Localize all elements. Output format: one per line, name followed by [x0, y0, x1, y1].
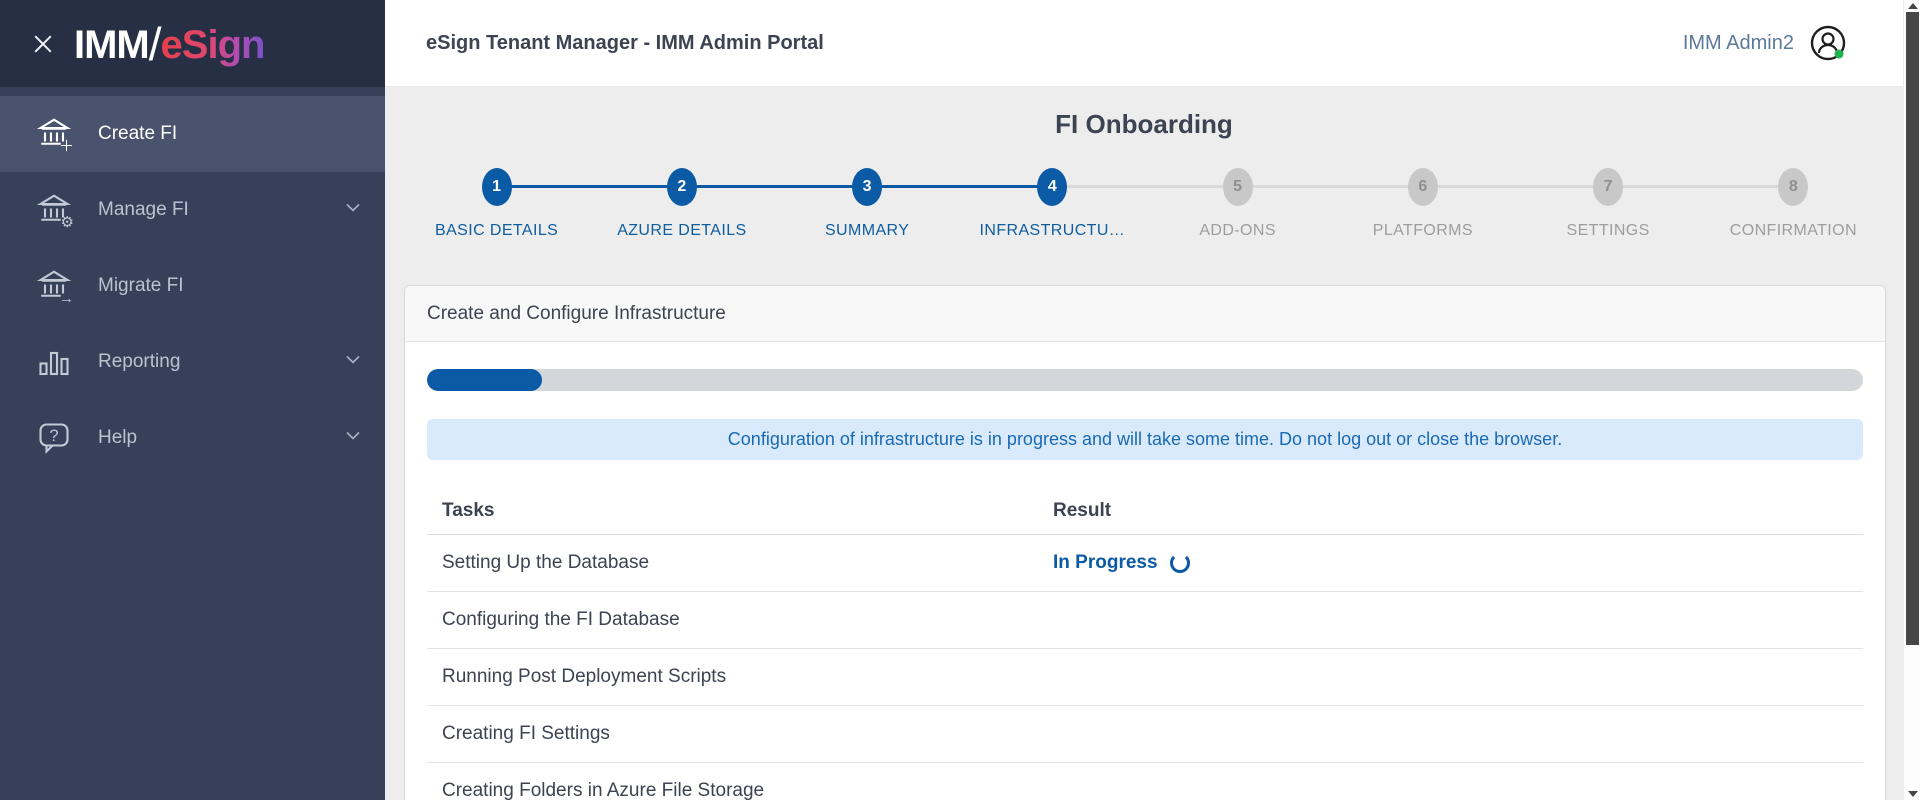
- step-label: CONFIRMATION: [1729, 222, 1857, 239]
- online-status-dot: [1834, 49, 1844, 59]
- gear-glyph: ⚙: [60, 214, 74, 231]
- step-label: ADD-ONS: [1199, 222, 1276, 239]
- arrow-right-glyph: →: [59, 290, 74, 307]
- table-row: Creating Folders in Azure File Storage: [427, 763, 1863, 800]
- sidebar-item-label: Migrate FI: [98, 275, 184, 296]
- step-infrastructure[interactable]: 4 INFRASTRUCTU…: [960, 168, 1145, 240]
- step-number: 6: [1407, 168, 1438, 206]
- step-label: SETTINGS: [1566, 222, 1650, 239]
- step-add-ons[interactable]: 5 ADD-ONS: [1145, 168, 1330, 240]
- table-row: Configuring the FI Database: [427, 592, 1863, 649]
- plus-glyph: ＋: [58, 138, 74, 155]
- step-settings[interactable]: 7 SETTINGS: [1516, 168, 1701, 240]
- task-name: Setting Up the Database: [442, 552, 650, 573]
- sidebar-item-label: Manage FI: [98, 199, 189, 220]
- task-result: In Progress: [1053, 552, 1158, 573]
- sidebar-item-label: Reporting: [98, 351, 181, 372]
- scrollbar-thumb[interactable]: [1906, 12, 1919, 645]
- onboarding-stepper: 1 BASIC DETAILS 2 AZURE DETAILS 3 SUMMAR…: [404, 168, 1886, 258]
- step-number: 7: [1593, 168, 1624, 206]
- task-table-header: Tasks Result: [427, 460, 1863, 535]
- close-menu-icon[interactable]: [30, 31, 56, 57]
- sidebar: IMM/eSign ＋ Create FI ⚙ Manage FI: [0, 0, 385, 800]
- step-label: INFRASTRUCTU…: [979, 222, 1126, 239]
- stepper-connector-completed: [496, 185, 1053, 188]
- step-azure-details[interactable]: 2 AZURE DETAILS: [589, 168, 774, 240]
- main-content: FI Onboarding 1 BASIC DETAILS 2 AZURE DE…: [385, 87, 1903, 800]
- infrastructure-card: Create and Configure Infrastructure Conf…: [404, 285, 1886, 800]
- page-title: FI Onboarding: [1055, 109, 1233, 139]
- column-result: Result: [1053, 500, 1112, 521]
- sidebar-nav: ＋ Create FI ⚙ Manage FI: [0, 96, 385, 476]
- chevron-down-icon: [341, 348, 365, 377]
- bank-gear-icon: ⚙: [36, 192, 74, 231]
- user-name: IMM Admin2: [1682, 31, 1794, 54]
- card-title: Create and Configure Infrastructure: [405, 286, 1885, 342]
- svg-text:?: ?: [49, 427, 58, 445]
- bar-chart-icon: [36, 344, 72, 380]
- logo-imm-text: IMM: [74, 22, 150, 67]
- step-basic-details[interactable]: 1 BASIC DETAILS: [404, 168, 589, 240]
- column-tasks: Tasks: [442, 500, 495, 521]
- sidebar-logo-bar: IMM/eSign: [0, 0, 385, 87]
- sidebar-item-help[interactable]: ? Help: [0, 400, 385, 476]
- user-avatar-icon[interactable]: [1808, 23, 1848, 63]
- sidebar-item-reporting[interactable]: Reporting: [0, 324, 385, 400]
- info-alert: Configuration of infrastructure is in pr…: [427, 419, 1863, 460]
- app-logo: IMM/eSign: [74, 17, 266, 71]
- step-label: PLATFORMS: [1372, 222, 1473, 239]
- step-label: SUMMARY: [824, 222, 910, 239]
- table-row: Running Post Deployment Scripts: [427, 649, 1863, 706]
- step-platforms[interactable]: 6 PLATFORMS: [1330, 168, 1515, 240]
- vertical-scrollbar[interactable]: [1903, 0, 1920, 800]
- step-number: 4: [1037, 168, 1068, 206]
- task-name: Running Post Deployment Scripts: [442, 666, 727, 687]
- portal-title: eSign Tenant Manager - IMM Admin Portal: [426, 31, 824, 54]
- step-summary[interactable]: 3 SUMMARY: [775, 168, 960, 240]
- step-label: AZURE DETAILS: [617, 222, 747, 239]
- scroll-down-arrow-icon[interactable]: [1908, 791, 1918, 797]
- task-name: Creating Folders in Azure File Storage: [442, 780, 765, 800]
- logo-esign-text: eSign: [160, 22, 266, 67]
- bank-arrow-icon: →: [36, 268, 74, 307]
- bank-plus-icon: ＋: [36, 116, 74, 155]
- table-row: Creating FI Settings: [427, 706, 1863, 763]
- sidebar-item-manage-fi[interactable]: ⚙ Manage FI: [0, 172, 385, 248]
- spinner-icon: [1169, 553, 1190, 573]
- top-header: eSign Tenant Manager - IMM Admin Portal …: [385, 0, 1903, 87]
- progress-bar: [427, 369, 1863, 391]
- sidebar-item-create-fi[interactable]: ＋ Create FI: [0, 96, 385, 172]
- scroll-up-arrow-icon[interactable]: [1908, 3, 1918, 9]
- table-row: Setting Up the Database In Progress: [427, 535, 1863, 592]
- step-confirmation[interactable]: 8 CONFIRMATION: [1701, 168, 1886, 240]
- step-number: 5: [1222, 168, 1253, 206]
- sidebar-item-label: Help: [98, 427, 138, 448]
- sidebar-item-migrate-fi[interactable]: → Migrate FI: [0, 248, 385, 324]
- chevron-down-icon: [341, 424, 365, 453]
- chevron-down-icon: [341, 196, 365, 225]
- logo-slash: /: [148, 17, 162, 70]
- sidebar-item-label: Create FI: [98, 123, 178, 144]
- step-number: 2: [666, 168, 697, 206]
- step-number: 1: [481, 168, 512, 206]
- task-name: Configuring the FI Database: [442, 609, 680, 630]
- question-bubble-icon: ?: [36, 420, 72, 456]
- step-label: BASIC DETAILS: [435, 222, 559, 239]
- task-name: Creating FI Settings: [442, 723, 610, 744]
- step-number: 3: [852, 168, 883, 206]
- step-number: 8: [1778, 168, 1809, 206]
- progress-fill: [427, 369, 542, 391]
